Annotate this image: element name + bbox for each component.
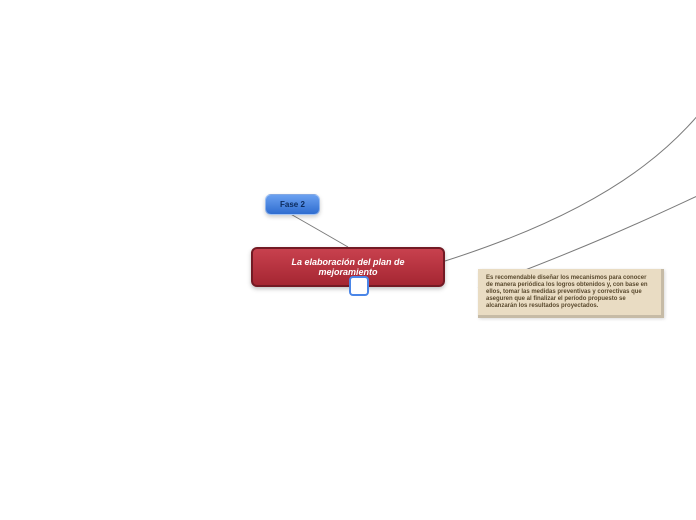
expand-toggle[interactable] [349,276,369,296]
connector-path [287,212,348,247]
connector-path [445,40,696,261]
mindmap-canvas: La elaboración del plan de mejoramiento … [0,0,696,520]
phase-node[interactable]: Fase 2 [265,194,320,215]
note-node[interactable]: Es recomendable diseñar los mecanismos p… [478,269,664,318]
central-topic[interactable]: La elaboración del plan de mejoramiento [251,247,445,287]
